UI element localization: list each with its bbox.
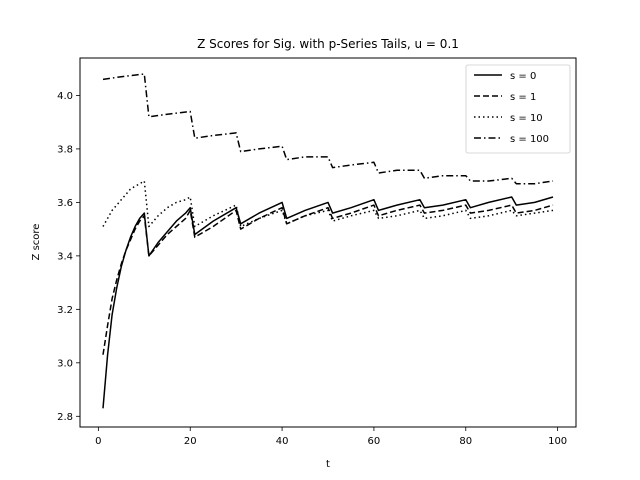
series-line-0 (102, 196, 554, 409)
y-tick-label-3: 3.4 (57, 251, 73, 262)
series-line-3 (102, 73, 554, 185)
legend-label-0: s = 0 (510, 71, 536, 82)
x-tick-label-5: 100 (548, 436, 567, 447)
legend: s = 0 s = 1 s = 10 s = 100 (465, 64, 571, 154)
x-tick-label-4: 80 (459, 436, 472, 447)
y-tick-label-0: 2.8 (57, 412, 73, 423)
plot-lines (102, 73, 554, 409)
y-axis: 2.8 3.0 3.2 3.4 3.6 3.8 4.0 (57, 91, 80, 423)
legend-label-1: s = 1 (510, 92, 536, 103)
x-axis-label: t (326, 459, 330, 470)
legend-box (465, 64, 571, 154)
series-line-1 (102, 204, 554, 355)
x-tick-label-2: 40 (276, 436, 289, 447)
y-tick-label-2: 3.2 (57, 305, 73, 316)
x-tick-label-1: 20 (184, 436, 197, 447)
y-tick-label-5: 3.8 (57, 144, 73, 155)
y-tick-label-6: 4.0 (57, 91, 73, 102)
legend-label-3: s = 100 (510, 134, 549, 145)
x-tick-label-0: 0 (95, 436, 101, 447)
y-axis-label: Z score (31, 224, 42, 261)
x-tick-label-3: 60 (368, 436, 381, 447)
y-tick-label-1: 3.0 (57, 358, 73, 369)
x-axis: 0 20 40 60 80 100 (95, 427, 567, 447)
plot-frame (79, 57, 577, 428)
legend-label-2: s = 10 (510, 113, 543, 124)
chart-title: Z Scores for Sig. with p-Series Tails, u… (197, 37, 459, 51)
y-tick-label-4: 3.6 (57, 198, 73, 209)
